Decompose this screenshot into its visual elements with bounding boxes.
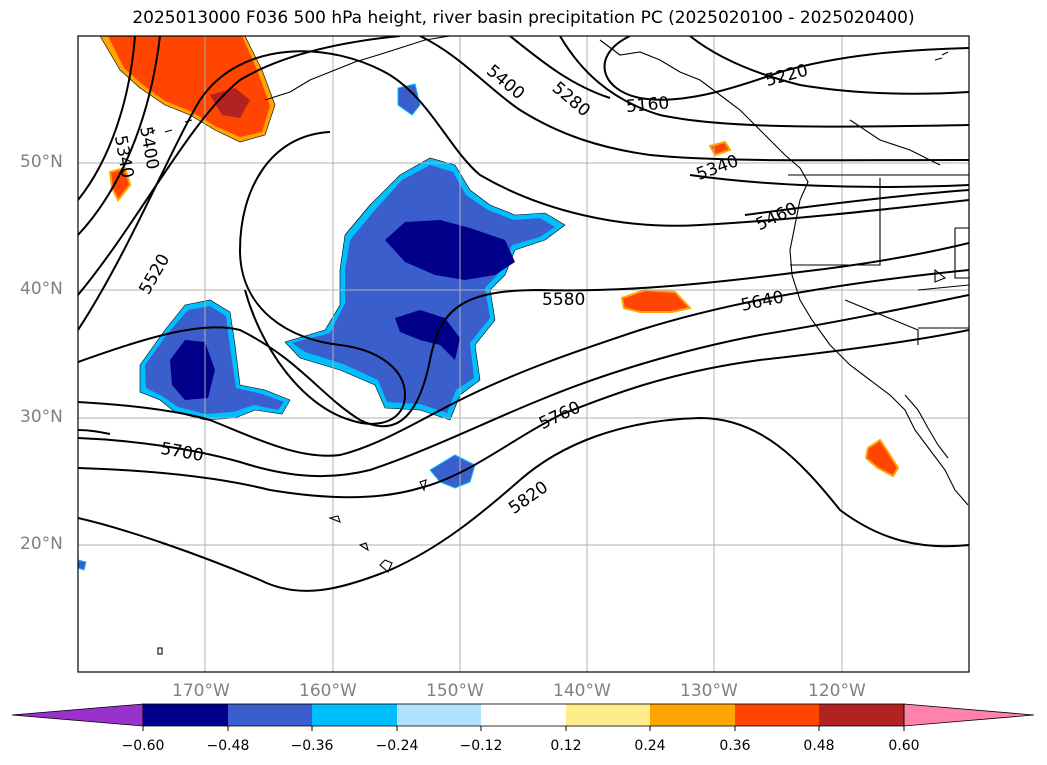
colorbar-tick-label: 0.60: [888, 738, 920, 754]
contour-label-5160: 5160: [625, 93, 670, 117]
lat-label-20n: 20°N: [20, 534, 63, 554]
contour-label-5700: 5700: [159, 439, 205, 466]
colorbar-bin-3: [312, 704, 397, 726]
coastlines: [149, 36, 969, 655]
lon-label-170w: 170°W: [172, 681, 230, 701]
map-frame: [77, 35, 970, 673]
colorbar-bin-4: [397, 704, 481, 726]
lon-label-140w: 140°W: [553, 681, 611, 701]
contour-label-5220: 5220: [763, 61, 810, 92]
positive-precip-region-central: [620, 140, 732, 313]
contour-label-5400-west: 5400: [135, 125, 162, 171]
colorbar-tick-label: −0.36: [290, 738, 334, 754]
colorbar-extend-high: [903, 703, 1035, 727]
colorbar-tick-label: 0.12: [550, 738, 582, 754]
lon-label-130w: 130°W: [680, 681, 738, 701]
lon-label-150w: 150°W: [426, 681, 484, 701]
negative-precip-region-west: [139, 299, 291, 421]
lat-label-50n: 50°N: [20, 152, 63, 172]
contour-label-5520: 5520: [135, 251, 174, 298]
colorbar-bin-6: [566, 704, 650, 726]
colorbar-bin-7: [650, 704, 735, 726]
colorbar-bin-5: [481, 704, 566, 726]
colorbar-extend-low: [11, 703, 144, 727]
contour-label-5760: 5760: [536, 398, 584, 434]
negative-precip-region-central: [284, 157, 566, 421]
lon-label-120w: 120°W: [808, 681, 866, 701]
colorbar-tick-label: −0.60: [121, 738, 165, 754]
colorbar-bin-8: [735, 704, 819, 726]
colorbar-bin-2: [228, 704, 312, 726]
lat-label-40n: 40°N: [20, 279, 63, 299]
contour-label-5580: 5580: [542, 290, 585, 310]
negative-precip-region-small: [78, 83, 476, 571]
colorbar-tick-label: −0.12: [459, 738, 503, 754]
contour-label-5460: 5460: [753, 199, 801, 235]
height-contours: [78, 36, 969, 592]
lon-label-160w: 160°W: [299, 681, 357, 701]
positive-precip-region-northwest: [99, 36, 276, 202]
colorbar-bin-1: [143, 704, 228, 726]
contour-label-5400-north: 5400: [482, 61, 528, 104]
colorbar-tick-label: 0.48: [803, 738, 835, 754]
colorbar-bin-9: [819, 704, 904, 726]
colorbar-tick-label: 0.24: [634, 738, 666, 754]
colorbar-tick-label: −0.48: [206, 738, 250, 754]
lat-label-30n: 30°N: [20, 407, 63, 427]
colorbar-tick-label: 0.36: [719, 738, 751, 754]
chart-title: 2025013000 F036 500 hPa height, river ba…: [132, 8, 915, 28]
colorbar: [11, 703, 1035, 731]
contour-label-5640: 5640: [739, 287, 785, 316]
positive-precip-region-baja: [864, 438, 900, 478]
contour-label-5820: 5820: [505, 477, 552, 518]
colorbar-tick-label: −0.24: [375, 738, 419, 754]
